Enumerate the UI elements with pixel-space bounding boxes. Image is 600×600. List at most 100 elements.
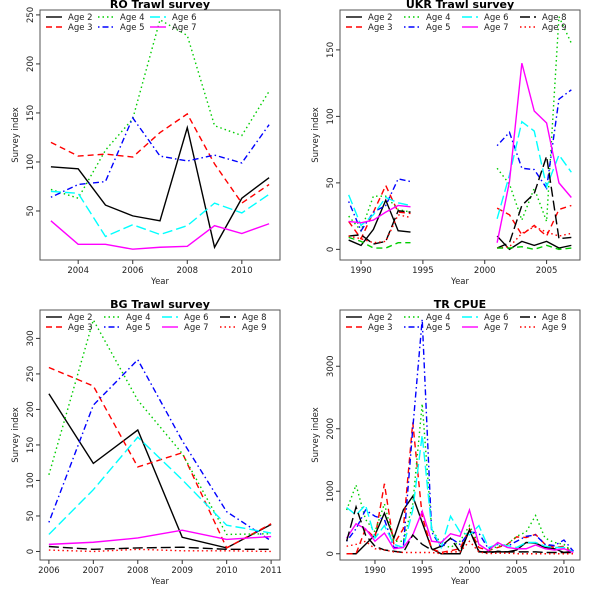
series-line-age-8 <box>48 545 272 551</box>
panel-ro-trawl-survey: RO Trawl survey 2004 2006 2008 2010 50 100 150 2… <box>11 0 281 287</box>
y-axis-label: Survey index <box>11 107 21 163</box>
series-line-age-4-low <box>497 244 572 251</box>
legend-item-age-9: Age 9 <box>520 23 567 33</box>
x-tick-label: 2000 <box>459 566 481 576</box>
legend-label: Age 6 <box>184 313 209 323</box>
legend-label: Age 7 <box>484 323 509 333</box>
y-tick-label: 2000 <box>326 418 336 440</box>
legend-label: Age 2 <box>368 13 393 23</box>
panel-tr-cpue: TR CPUE 1990 1995 2000 2005 2010 0 1000 2000 3000… <box>311 298 581 587</box>
y-tick-label: 150 <box>26 105 36 121</box>
legend-label: Age 4 <box>120 13 145 23</box>
y-tick-label: 150 <box>326 42 336 58</box>
series-line-age-6 <box>50 190 270 238</box>
x-tick-label: 2006 <box>122 266 144 276</box>
legend-label: Age 6 <box>484 313 509 323</box>
y-tick-label: 100 <box>26 154 36 170</box>
legend-item-age-2: Age 2 <box>46 13 93 23</box>
y-tick-label: 50 <box>26 511 36 522</box>
legend-label: Age 5 <box>426 323 451 333</box>
x-tick-label: 1990 <box>350 266 372 276</box>
legend-item-age-5: Age 5 <box>404 23 451 33</box>
y-tick-label: 1000 <box>326 480 336 502</box>
legend-item-age-2: Age 2 <box>346 313 393 323</box>
series-line-age-7 <box>48 529 272 546</box>
x-tick-label: 2005 <box>506 566 528 576</box>
y-tick-label: 250 <box>26 7 36 23</box>
series-line-age-7 <box>50 220 270 250</box>
x-axis-label: Year <box>450 277 470 287</box>
legend-label: Age 7 <box>484 23 509 33</box>
y-tick-label: 200 <box>26 56 36 72</box>
series-line-age-4 <box>345 403 574 554</box>
series-line-age-4 <box>50 18 270 200</box>
legend-item-age-8: Age 8 <box>520 13 567 23</box>
series-line-age-3 <box>48 366 272 549</box>
series-line-age-6 <box>348 194 411 227</box>
y-tick-label: 50 <box>26 206 36 217</box>
x-tick-label: 2011 <box>260 566 282 576</box>
x-axis-label: Year <box>450 577 470 587</box>
legend-item-age-5: Age 5 <box>98 23 145 33</box>
legend-item-age-4: Age 4 <box>404 13 451 23</box>
x-tick-label: 1995 <box>411 566 433 576</box>
x-tick-label: 2007 <box>83 566 105 576</box>
series-line-age-7 <box>348 204 411 224</box>
series-line-age-7 <box>346 507 574 554</box>
legend-label: Age 8 <box>542 13 567 23</box>
legend-item-age-4: Age 4 <box>404 313 451 323</box>
legend-item-age-6: Age 6 <box>462 13 509 23</box>
plot-frame <box>339 9 581 261</box>
legend-label: Age 7 <box>172 23 197 33</box>
series-line-age-3 <box>346 422 574 555</box>
legend-label: Age 8 <box>542 313 567 323</box>
x-tick-label: 2000 <box>474 266 496 276</box>
series-line-age-5 <box>346 319 574 552</box>
x-tick-label: 1995 <box>412 266 434 276</box>
legend-label: Age 6 <box>172 13 197 23</box>
y-tick-label: 50 <box>326 177 336 188</box>
series-line-age-2 <box>48 393 272 549</box>
legend-item-age-6: Age 6 <box>150 13 197 23</box>
legend-label: Age 3 <box>68 23 93 33</box>
series-group <box>50 18 270 250</box>
chart-title: RO Trawl survey <box>110 0 210 11</box>
legend-label: Age 5 <box>426 23 451 33</box>
series-line-age-4-low <box>348 236 411 249</box>
legend-item-age-6: Age 6 <box>162 313 209 323</box>
y-tick-label: 100 <box>326 108 336 124</box>
legend-item-age-9: Age 9 <box>220 323 267 333</box>
y-tick-label: 3000 <box>326 355 336 377</box>
legend-item-age-4: Age 4 <box>104 313 151 323</box>
plot-frame <box>339 309 581 561</box>
series-line-age-3 <box>496 204 572 238</box>
x-axis-label: Year <box>150 277 170 287</box>
series-line-age-2 <box>348 198 411 247</box>
series-line-age-3 <box>50 112 270 205</box>
y-tick-label: 0 <box>326 247 336 252</box>
legend-item-age-5: Age 5 <box>404 323 451 333</box>
legend-label: Age 5 <box>126 323 151 333</box>
y-tick-label: 100 <box>26 472 36 488</box>
x-axis-label: Year <box>150 577 170 587</box>
y-axis-label: Survey index <box>311 107 321 163</box>
x-tick-label: 2006 <box>38 566 60 576</box>
legend-item-age-3: Age 3 <box>46 23 93 33</box>
legend-label: Age 2 <box>368 313 393 323</box>
legend-item-age-3: Age 3 <box>346 323 393 333</box>
legend-item-age-2: Age 2 <box>346 13 393 23</box>
legend-label: Age 9 <box>542 23 567 33</box>
chart-title: TR CPUE <box>434 298 486 311</box>
series-line-age-9 <box>346 540 574 555</box>
series-line-age-4 <box>48 318 272 536</box>
series-line-age-9 <box>48 548 272 553</box>
series-line-age-5 <box>496 89 572 191</box>
legend-item-age-7: Age 7 <box>150 23 197 33</box>
legend-item-age-4: Age 4 <box>98 13 145 23</box>
legend-label: Age 5 <box>120 23 145 33</box>
legend-label: Age 3 <box>368 323 393 333</box>
legend-item-age-8: Age 8 <box>220 313 267 323</box>
